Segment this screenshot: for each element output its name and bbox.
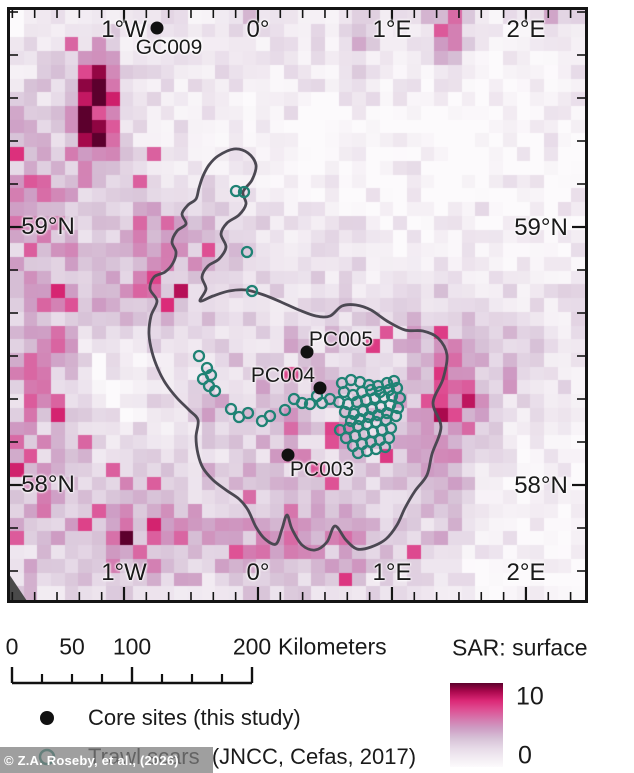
trawl-scar-marker [204,368,218,382]
land-corner [9,574,27,601]
map-frame [7,7,588,603]
scalebar-number: 50 [59,633,85,660]
trawl-scar-marker [380,376,394,390]
site-label-pc004: PC004 [250,364,316,387]
colorbar-max-label: 10 [516,682,544,711]
core-site-dot [300,345,314,359]
trawl-scar-marker [208,384,222,398]
colorbar-min-label: 0 [518,741,532,770]
axis-label-bottom: 2°E [506,559,546,586]
axis-label-bottom: 1°E [372,559,412,586]
colorbar-title: SAR: surface [452,634,588,661]
scalebar-number: 100 [112,633,152,660]
axis-label-top: 2°E [506,16,546,43]
core-site-dot [281,448,295,462]
trawl-scar-marker [389,409,403,423]
trawl-scar-marker [192,349,206,363]
axis-label-bottom: 0° [246,559,270,586]
colorbar-gradient [450,683,503,767]
trawl-scar-marker [278,403,292,417]
scalebar-number: 0 [5,633,19,660]
trawl-scar-marker [378,440,392,454]
copyright-watermark: © Z.A. Roseby, et al., (2026) [0,747,213,773]
site-label-gc009: GC009 [135,36,203,59]
basin-contour [147,147,449,552]
core-site-dot [150,21,164,35]
scalebar-unit-label: Kilometers [278,633,387,660]
axis-label-bottom: 1°W [101,559,147,586]
core-site-dot [313,381,327,395]
trawl-scar-marker [387,374,401,388]
legend-core-site-dot [40,711,54,725]
trawl-scar-marker [245,284,259,298]
trawl-scar-marker [391,401,405,415]
trawl-scar-marker [224,402,238,416]
trawl-scar-marker [241,406,255,420]
scalebar-number: 200 [232,633,272,660]
trawl-scar-marker [240,245,254,259]
axis-label-top: 0° [246,16,270,43]
axis-label-left: 59°N [21,213,75,240]
trawl-scar-marker [229,184,243,198]
axis-label-right: 58°N [514,472,568,499]
legend-core-sites-label: Core sites (this study) [88,705,301,730]
axis-label-top: 1°E [372,16,412,43]
site-label-pc005: PC005 [308,328,374,351]
trawl-scar-marker [303,397,317,411]
site-label-pc003: PC003 [289,458,355,481]
axis-label-right: 59°N [514,214,568,241]
trawl-scar-marker [237,185,251,199]
axis-label-left: 58°N [21,471,75,498]
sar-raster-canvas [10,10,585,600]
trawl-scar-marker [263,409,277,423]
trawl-scar-marker [295,396,309,410]
axis-label-top: 1°W [101,16,147,43]
